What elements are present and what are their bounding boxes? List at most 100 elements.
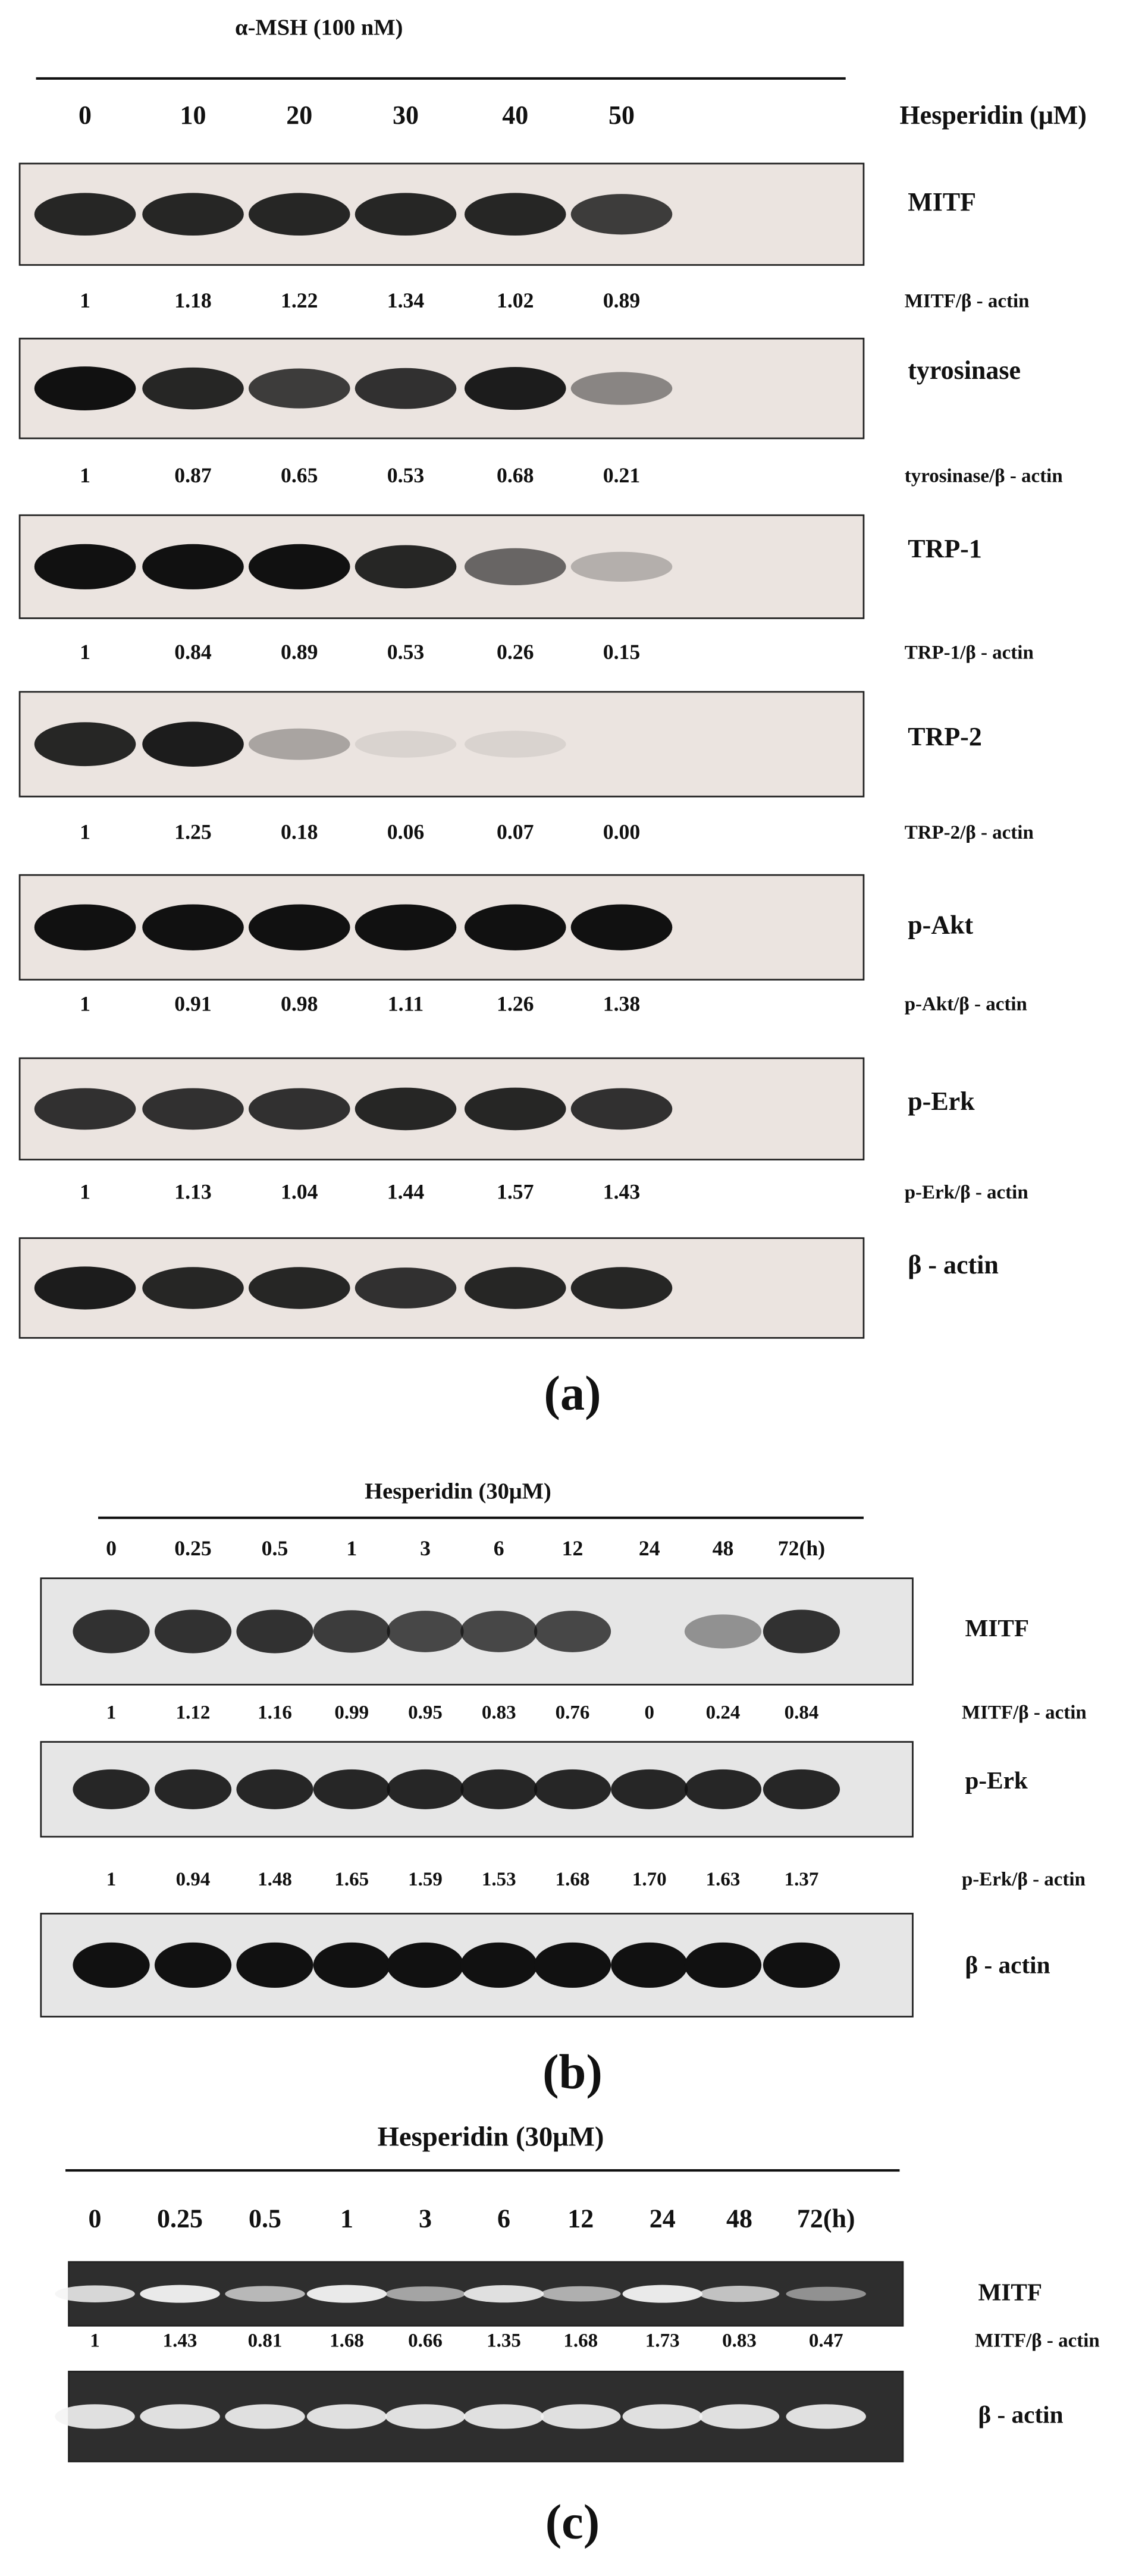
ratio-label: p-Erk/β - actin [962,1869,1086,1890]
ratio-value: 1.02 [497,288,534,312]
band [34,193,136,236]
lane-label: 12 [567,2204,594,2233]
lane-label: 6 [497,2204,510,2233]
band [464,548,566,586]
ratio-label: TRP-2/β - actin [905,822,1034,843]
lane-label: 24 [639,1536,660,1560]
ratio-value: 1.43 [603,1180,641,1204]
band [355,193,457,236]
band [763,1942,840,1988]
ratio-value: 0.26 [497,640,534,664]
ratio-value: 1 [80,1180,90,1204]
band [34,904,136,950]
band [463,2285,544,2303]
ratio-value: 1 [80,463,90,487]
ratio-value: 0.76 [556,1702,590,1723]
ratio-label: p-Akt/β - actin [905,994,1027,1015]
ratio-value: 0.87 [174,463,212,487]
band [684,1942,762,1988]
ratio-label: MITF/β - actin [975,2330,1100,2351]
ratio-value: 0 [644,1702,654,1723]
band [699,2286,780,2302]
band [34,544,136,589]
blot-label: MITF [908,187,976,217]
blot-label: p-Akt [908,910,973,939]
lane-label: 3 [420,1536,431,1560]
band [570,194,673,235]
lane-label: 0.5 [249,2204,281,2233]
ratio-value: 1.12 [176,1702,211,1723]
band [142,1088,244,1130]
band [699,2404,780,2429]
band [611,1942,688,1988]
ratio-value: 0.21 [603,463,641,487]
ratio-value: 0.84 [785,1702,819,1723]
ratio-value: 1.38 [603,992,641,1015]
ratio-value: 0.18 [281,820,318,844]
ratio-value: 1 [80,820,90,844]
ratio-value: 1.68 [563,2330,598,2351]
lane-label: 10 [180,101,206,130]
band [236,1609,313,1653]
band [786,2404,866,2429]
band [306,2285,387,2303]
ratio-value: 0.24 [706,1702,741,1723]
ratio-value: 0.83 [722,2330,757,2351]
lane-label: 1 [346,1536,357,1560]
ratio-value: 1.43 [163,2330,197,2351]
band [225,2286,305,2302]
ratio-value: 0.99 [334,1702,369,1723]
blot-label: MITF [978,2278,1042,2305]
band [464,730,566,758]
band [34,366,136,410]
band [248,193,350,236]
ratio-label: tyrosinase/β - actin [905,466,1063,487]
ratio-value: 1.53 [482,1869,516,1890]
band [534,1769,611,1809]
panel-header: α-MSH (100 nM) [235,15,403,40]
lane-label: 48 [726,2204,752,2233]
lanes-title: Hesperidin (μM) [899,101,1086,130]
ratio-value: 1.63 [706,1869,741,1890]
ratio-value: 1.68 [556,1869,590,1890]
band [142,544,244,589]
ratio-value: 1.35 [487,2330,521,2351]
ratio-value: 0.95 [408,1702,443,1723]
band [460,1769,538,1809]
band [73,1769,150,1809]
band [534,1611,611,1652]
band [313,1769,390,1809]
band [684,1769,762,1809]
band [142,193,244,236]
band [248,544,350,589]
panel-header: Hesperidin (30μM) [365,1479,551,1504]
ratio-value: 0.06 [387,820,425,844]
ratio-value: 1.57 [497,1180,534,1204]
lane-label: 72(h) [797,2204,855,2233]
ratio-value: 0.68 [497,463,534,487]
band [34,1266,136,1310]
ratio-value: 0.53 [387,640,425,664]
ratio-value: 1.13 [174,1180,212,1204]
panel-caption: (c) [545,2494,600,2549]
ratio-value: 0.94 [176,1869,211,1890]
blot-label: MITF [965,1614,1029,1642]
band [140,2404,220,2429]
lane-label: 50 [608,101,635,130]
ratio-value: 1.34 [387,288,425,312]
blot-label: β - actin [978,2401,1063,2428]
ratio-value: 1.44 [387,1180,425,1204]
band [313,1942,390,1988]
band [248,904,350,950]
ratio-value: 1 [80,992,90,1015]
panel: α-MSH (100 nM) 0 10 20 30 40 50 Hesperidin (μM)… [18,15,1087,1420]
band [355,1267,457,1309]
ratio-value: 1 [106,1869,117,1890]
band [154,1942,232,1988]
band [55,2404,135,2429]
band [34,1088,136,1130]
lane-label: 24 [650,2204,676,2233]
band [463,2404,544,2429]
ratio-value: 1.16 [258,1702,292,1723]
